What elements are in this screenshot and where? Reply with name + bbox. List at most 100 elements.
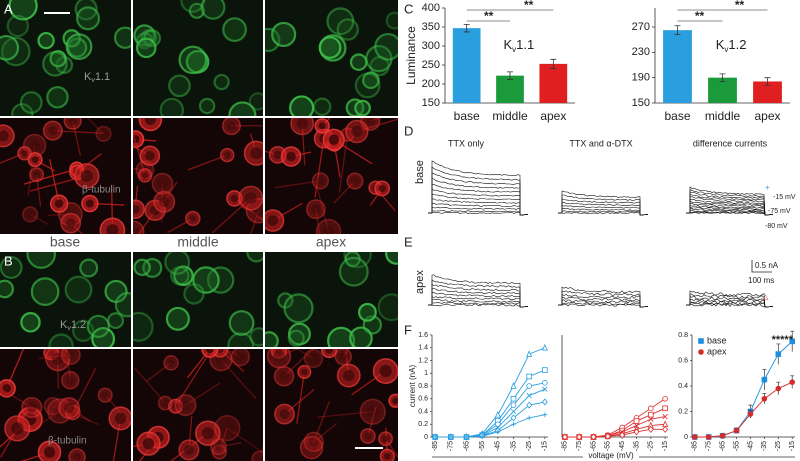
significance-label: ** (695, 9, 705, 23)
cell (303, 349, 324, 369)
nucleus (65, 218, 76, 228)
voltage-label: -75 mV (768, 208, 791, 215)
process (38, 354, 71, 360)
data-point (761, 376, 768, 383)
nucleus (33, 171, 40, 178)
y-tick-label: 1.2 (418, 357, 428, 364)
column-label: apex (316, 234, 346, 250)
x-tick-label: middle (492, 109, 528, 123)
y-tick-label: 0.6 (678, 357, 688, 364)
process (218, 427, 228, 453)
cell (26, 252, 57, 269)
y-tick-label: 0 (684, 434, 688, 441)
trace (428, 279, 529, 308)
trace (428, 183, 529, 216)
nucleus (167, 359, 175, 367)
cell (271, 21, 297, 48)
marker-label: Kv1.1 (84, 71, 110, 84)
cell (359, 398, 386, 425)
x-tick-label: -75 (706, 441, 713, 451)
x-tick-label: middle (705, 109, 741, 123)
nucleus (11, 422, 24, 435)
nucleus (114, 412, 127, 424)
micrograph (0, 349, 131, 461)
trace (686, 293, 774, 308)
data-point (662, 405, 668, 412)
legend-label: apex (707, 346, 727, 356)
micrograph (265, 349, 398, 461)
row-label: apex (414, 270, 426, 294)
data-point (775, 385, 782, 392)
scale-label: 0.5 nA (755, 261, 779, 270)
panel-letter: B (4, 253, 13, 268)
cell (97, 387, 113, 403)
nucleus (201, 427, 214, 440)
cell (21, 396, 43, 419)
trace (428, 274, 529, 308)
significance-label: ** (735, 0, 745, 12)
error-bar (550, 58, 557, 69)
cell (192, 266, 220, 294)
nucleus (227, 121, 236, 131)
cell (311, 172, 330, 190)
annotation-part: 1.1 (516, 37, 534, 52)
micrograph (0, 0, 131, 116)
trace (686, 189, 774, 216)
nucleus (26, 402, 37, 413)
data-point (789, 379, 796, 385)
nucleus (230, 194, 239, 203)
cell (113, 26, 131, 49)
cell (91, 326, 116, 347)
data-point (464, 434, 469, 440)
nucleus (48, 401, 57, 411)
nucleus (26, 210, 34, 219)
marker-label: Kv1.2 (60, 319, 86, 332)
data-point (495, 429, 501, 435)
row-label: base (414, 160, 426, 184)
nucleus (106, 224, 119, 234)
process (175, 356, 208, 407)
bar (753, 81, 782, 103)
cell (362, 71, 380, 90)
trace (686, 206, 774, 216)
process (167, 217, 194, 234)
nucleus (133, 204, 140, 214)
trace (558, 201, 649, 216)
trace (428, 198, 529, 216)
nucleus (221, 421, 234, 435)
cell (315, 218, 342, 234)
data-point (510, 382, 517, 389)
nucleus (328, 134, 339, 145)
trace (558, 198, 649, 216)
cell (354, 99, 371, 116)
data-point (542, 386, 548, 392)
nucleus (365, 118, 375, 126)
cell (349, 326, 373, 347)
cell (230, 349, 251, 367)
cell (11, 103, 34, 116)
cell (86, 314, 110, 338)
process (321, 118, 331, 127)
process (211, 197, 252, 234)
y-tick-label: 0.4 (418, 408, 428, 415)
nucleus (29, 139, 41, 151)
cell (227, 332, 255, 347)
cell (336, 18, 359, 41)
trace (558, 299, 649, 308)
cell (377, 293, 398, 322)
cell (159, 97, 185, 116)
cell (0, 256, 23, 279)
panel-letter: A (4, 1, 13, 16)
process (185, 382, 221, 406)
process (133, 131, 146, 176)
process (356, 118, 398, 133)
cell (157, 395, 173, 411)
cell (165, 306, 190, 331)
data-point (479, 433, 485, 439)
cell (163, 355, 179, 371)
y-tick-label: 190 (632, 72, 650, 84)
data-point (648, 416, 654, 422)
y-tick-label: 0.4 (678, 383, 688, 390)
cell (79, 258, 99, 278)
data-point (576, 433, 583, 441)
